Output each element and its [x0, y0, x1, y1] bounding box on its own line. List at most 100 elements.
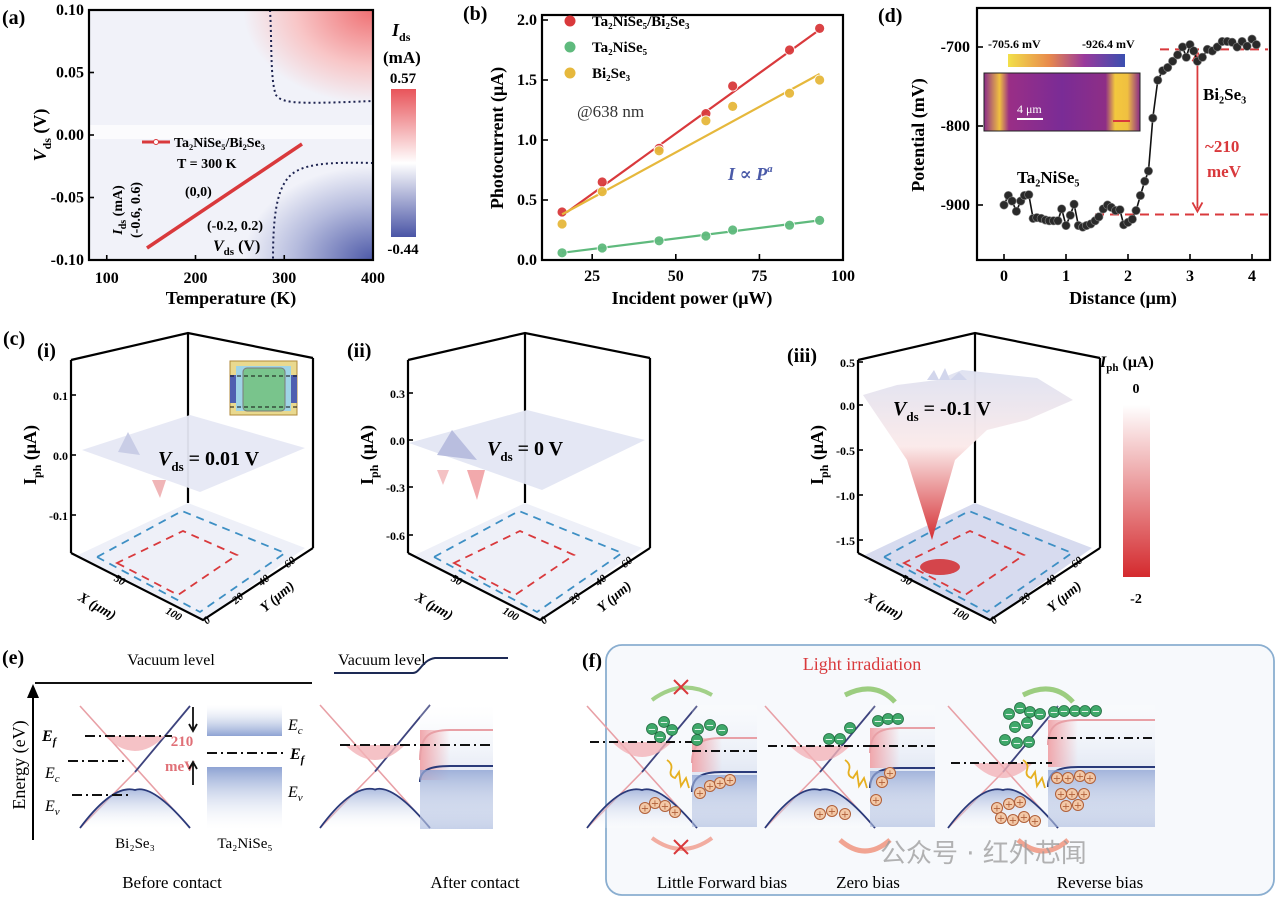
data-point-series-2	[556, 218, 568, 230]
bias-value: = 0.01 V	[184, 448, 260, 470]
z-label-unit: (μA)	[807, 425, 828, 465]
potential-data-point	[1143, 166, 1153, 176]
x-axis-label-d: Distance (μm)	[1069, 288, 1177, 309]
potential-data-point	[1011, 206, 1021, 216]
data-point-series-0	[596, 176, 608, 188]
electron-sign: −	[1013, 739, 1021, 750]
bias-var: V	[893, 398, 908, 420]
dirac-cone-blue-line	[134, 705, 191, 773]
hole-icon	[814, 808, 826, 820]
box-top-edges	[857, 331, 1101, 362]
electron-sign: −	[656, 733, 664, 744]
caption-reverse-bias: Reverse bias	[1057, 873, 1143, 892]
heterojunction-outline	[115, 530, 239, 597]
bias-sub: ds	[906, 409, 918, 424]
label-bi2se3: Bi₂Se₃	[1203, 85, 1246, 104]
electrode-outline	[882, 510, 1074, 614]
z-label-unit: (μA)	[20, 425, 41, 465]
conduction-band-edge	[1047, 719, 1155, 746]
potential-data-point	[1131, 206, 1141, 216]
subpanel-label: (iii)	[787, 345, 817, 367]
kpfm-cbar-min: -926.4 mV	[1082, 37, 1135, 51]
caption-before-contact: Before contact	[122, 873, 222, 892]
bias-annotation: Vds = -0.1 V	[893, 398, 991, 424]
z-label-sub: ph	[30, 464, 44, 478]
label-ec-right: Ec	[287, 717, 303, 737]
y-tick-label-d: -900	[941, 197, 970, 214]
surface-feature	[152, 480, 166, 498]
y-tick-label-a: 0.00	[56, 127, 84, 144]
potential-profile-line	[1003, 37, 1257, 228]
label-ec-left-var: E	[44, 765, 55, 782]
hole-sign: +	[706, 782, 714, 793]
caption-after-contact: After contact	[430, 873, 519, 892]
hole-sign: +	[1064, 774, 1072, 785]
potential-data-point	[1024, 190, 1034, 200]
z-axis-label: Iph (μA)	[807, 425, 831, 485]
valence-band-edge	[764, 788, 876, 829]
hole-sign: +	[878, 778, 886, 789]
label-ef-left-var: E	[41, 728, 53, 745]
electron-icon	[654, 731, 666, 743]
legend-label-0: Ta₂NiSe₅/Bi₂Se₃	[592, 14, 690, 30]
floor-hotspot	[920, 559, 960, 575]
hole-sign: +	[716, 779, 724, 790]
z-axis-label: Iph (μA)	[357, 425, 381, 485]
electron-sign: −	[694, 725, 702, 736]
x-axis-label-a: Temperature (K)	[166, 288, 296, 309]
hole-sign: +	[886, 769, 894, 780]
electron-sign: −	[846, 724, 854, 735]
photocurrent-surface	[82, 415, 305, 492]
z-label-sub: ph	[817, 464, 831, 478]
electron-icon	[1003, 708, 1015, 720]
electron-sign: −	[693, 736, 701, 747]
photon-icon	[844, 759, 868, 789]
hole-transfer-arrow-icon	[838, 838, 892, 854]
y-axis-label-b: Photocurrent (μA)	[487, 67, 508, 209]
z-tick-label: 0.0	[53, 449, 68, 463]
subpanel-label: (i)	[37, 340, 56, 362]
conduction-band-right	[207, 705, 282, 736]
y-tick-label-d: -800	[941, 118, 970, 135]
photon-icon	[666, 759, 690, 789]
hole-icon	[694, 787, 706, 799]
axes-frame-d	[975, 6, 1272, 262]
surface-feature	[437, 430, 477, 460]
electron-sign: −	[874, 717, 882, 728]
vacuum-line-after	[334, 657, 508, 674]
hole-sign: +	[1068, 790, 1076, 801]
electron-icon	[892, 713, 904, 725]
hole-icon	[1029, 815, 1041, 827]
label-ef-right-var: E	[289, 746, 301, 763]
surface-floor	[415, 503, 642, 620]
label-ec-left-sub: c	[55, 773, 60, 785]
floor-front-edges	[70, 547, 314, 622]
potential-data-point	[1148, 113, 1158, 123]
hole-sign: +	[726, 776, 734, 787]
hole-icon	[884, 767, 896, 779]
energy-axis-label: Energy (eV)	[9, 720, 30, 809]
inset-iv-curve	[146, 142, 303, 250]
label-ev-right-sub: v	[298, 792, 303, 804]
surface-floor	[865, 503, 1092, 620]
colorbar-c-max: 0	[1133, 382, 1140, 397]
x-tick-label-b: 75	[751, 268, 767, 285]
legend-marker-0	[564, 15, 576, 27]
electron-sign: −	[1092, 707, 1100, 718]
potential-data-point	[1069, 199, 1079, 209]
filled-states	[612, 742, 672, 757]
data-point-series-1	[784, 219, 795, 231]
panel-b-label: (b)	[463, 3, 487, 25]
potential-data-point	[1135, 191, 1145, 201]
potential-data-point	[1242, 41, 1252, 51]
hole-sign: +	[1020, 813, 1028, 824]
valence-band-right	[207, 767, 282, 829]
potential-data-point	[1053, 216, 1063, 226]
colorbar-c-min: -2	[1130, 592, 1142, 607]
kpfm-image	[983, 72, 1141, 132]
subpanel-label: (ii)	[347, 340, 371, 362]
bias-annotation: Vds = 0.01 V	[158, 448, 260, 474]
energy-axis-arrow-icon	[27, 684, 39, 698]
hole-icon	[669, 806, 681, 818]
panel-b: (b) 25 50 75 100 2.0 1.5 1.0 0.5 0.0 Photocurren…	[463, 3, 855, 309]
